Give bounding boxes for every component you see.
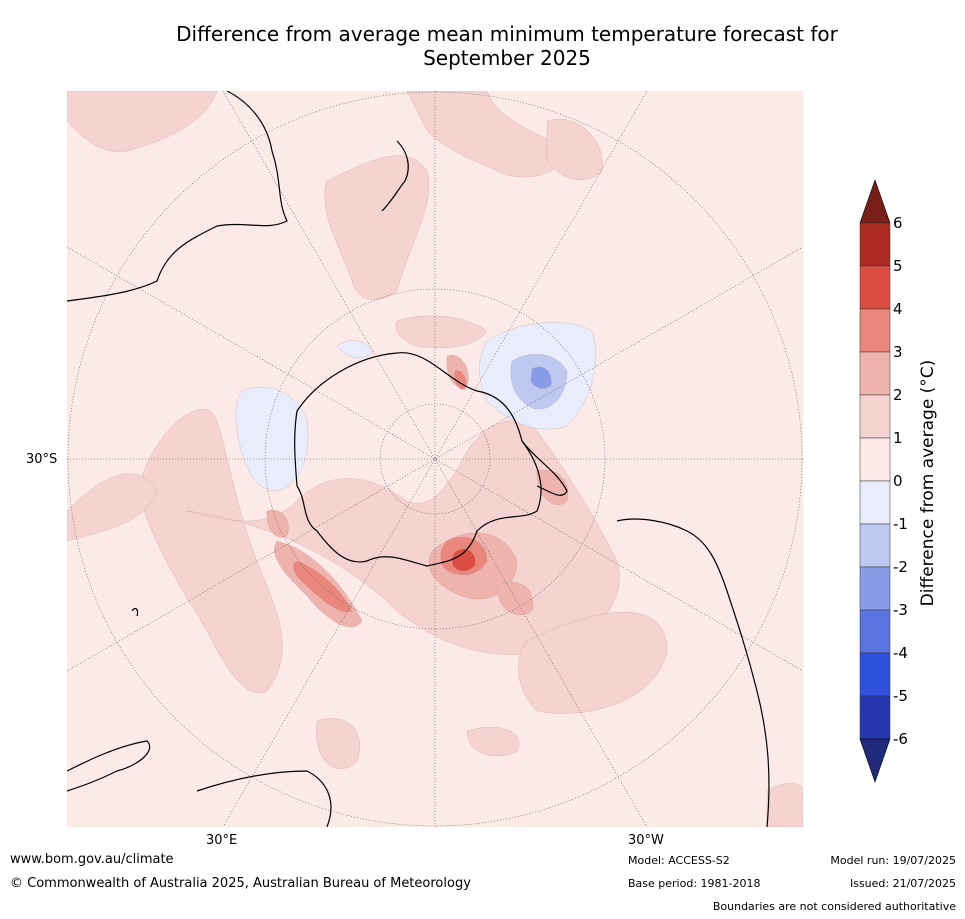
latitude-label: 30°S — [26, 452, 58, 467]
anomaly-region — [496, 582, 533, 615]
longitude-label-west: 30°W — [628, 833, 664, 848]
anomaly-region — [546, 119, 603, 180]
colorbar-under-arrow — [859, 738, 891, 783]
anomaly-region — [395, 315, 488, 349]
footer-issued: Issued: 21/07/2025 — [849, 877, 956, 890]
colorbar-segment — [859, 437, 891, 482]
australia-coastline — [67, 91, 288, 302]
antarctic-peninsula-coastline — [521, 440, 568, 496]
anomaly-region — [316, 718, 360, 770]
anomaly-region — [406, 91, 568, 178]
colorbar-tick-label: -6 — [893, 730, 908, 748]
colorbar-tick-label: 2 — [893, 386, 903, 404]
anomaly-region — [530, 366, 552, 389]
colorbar-segment — [859, 394, 891, 439]
south-america-coastline — [616, 518, 770, 827]
footer-model: Model: ACCESS-S2 — [628, 854, 730, 867]
colorbar-segment — [859, 652, 891, 697]
anomaly-region — [451, 548, 476, 572]
anomaly-region — [67, 473, 158, 542]
graticule — [67, 91, 803, 827]
anomaly-region — [136, 409, 283, 693]
map-title: Difference from average mean minimum tem… — [67, 22, 947, 70]
footer-base-period: Base period: 1981-2018 — [628, 877, 761, 890]
temperature-anomaly-map — [67, 91, 803, 827]
colorbar-segment — [859, 222, 891, 267]
colorbar-tick-label: -2 — [893, 558, 908, 576]
meridian-line — [67, 246, 803, 672]
colorbar-segments — [859, 222, 891, 740]
colorbar-tick-label: 4 — [893, 300, 903, 318]
meridian-line — [67, 246, 803, 672]
colorbar-segment — [859, 566, 891, 611]
colorbar-segment — [859, 351, 891, 396]
new-zealand-coastline — [381, 140, 409, 212]
anomaly-region — [766, 783, 803, 827]
anomaly-region — [518, 611, 668, 714]
colorbar-tick-label: 3 — [893, 343, 903, 361]
coastlines — [67, 91, 770, 827]
colorbar-tick-label: 1 — [893, 429, 903, 447]
madagascar-coastline — [131, 607, 139, 617]
anomaly-region — [466, 726, 520, 757]
colorbar-tick-label: -1 — [893, 515, 908, 533]
meridian-line — [222, 91, 648, 827]
anomaly-region — [266, 509, 289, 538]
anomaly-4-5-regions — [451, 548, 476, 572]
antarctica-coastline — [294, 352, 542, 567]
colorbar-tick-label: -3 — [893, 601, 908, 619]
colorbar-segment — [859, 308, 891, 353]
title-line-1: Difference from average mean minimum tem… — [176, 22, 838, 46]
anomaly-neg-2-3-regions — [530, 366, 552, 389]
meridian-line — [222, 91, 648, 827]
anomaly-region — [324, 155, 430, 300]
colorbar-segment — [859, 265, 891, 310]
colorbar-segment — [859, 609, 891, 654]
anomaly-region — [67, 91, 218, 152]
footer-disclaimer: Boundaries are not considered authoritat… — [712, 900, 956, 913]
colorbar-segment — [859, 523, 891, 568]
colorbar-tick-label: 0 — [893, 472, 903, 490]
title-line-2: September 2025 — [423, 46, 591, 70]
southern-landmass-coastline — [196, 770, 332, 827]
africa-coastline — [67, 740, 151, 792]
anomaly-region — [293, 560, 353, 613]
anomaly-region — [235, 387, 309, 492]
footer-model-run: Model run: 19/07/2025 — [830, 854, 956, 867]
colorbar — [859, 180, 891, 783]
colorbar-segment — [859, 480, 891, 525]
colorbar-tick-label: -5 — [893, 687, 908, 705]
colorbar-tick-label: -4 — [893, 644, 908, 662]
longitude-label-east: 30°E — [206, 833, 238, 848]
colorbar-label: Difference from average (°C) — [918, 359, 938, 607]
colorbar-tick-label: 5 — [893, 257, 903, 275]
footer-copyright: © Commonwealth of Australia 2025, Austra… — [10, 876, 471, 891]
footer-url[interactable]: www.bom.gov.au/climate — [10, 852, 174, 867]
colorbar-over-arrow — [859, 180, 891, 224]
colorbar-tick-label: 6 — [893, 214, 903, 232]
colorbar-segment — [859, 695, 891, 740]
anomaly-region — [336, 340, 373, 358]
